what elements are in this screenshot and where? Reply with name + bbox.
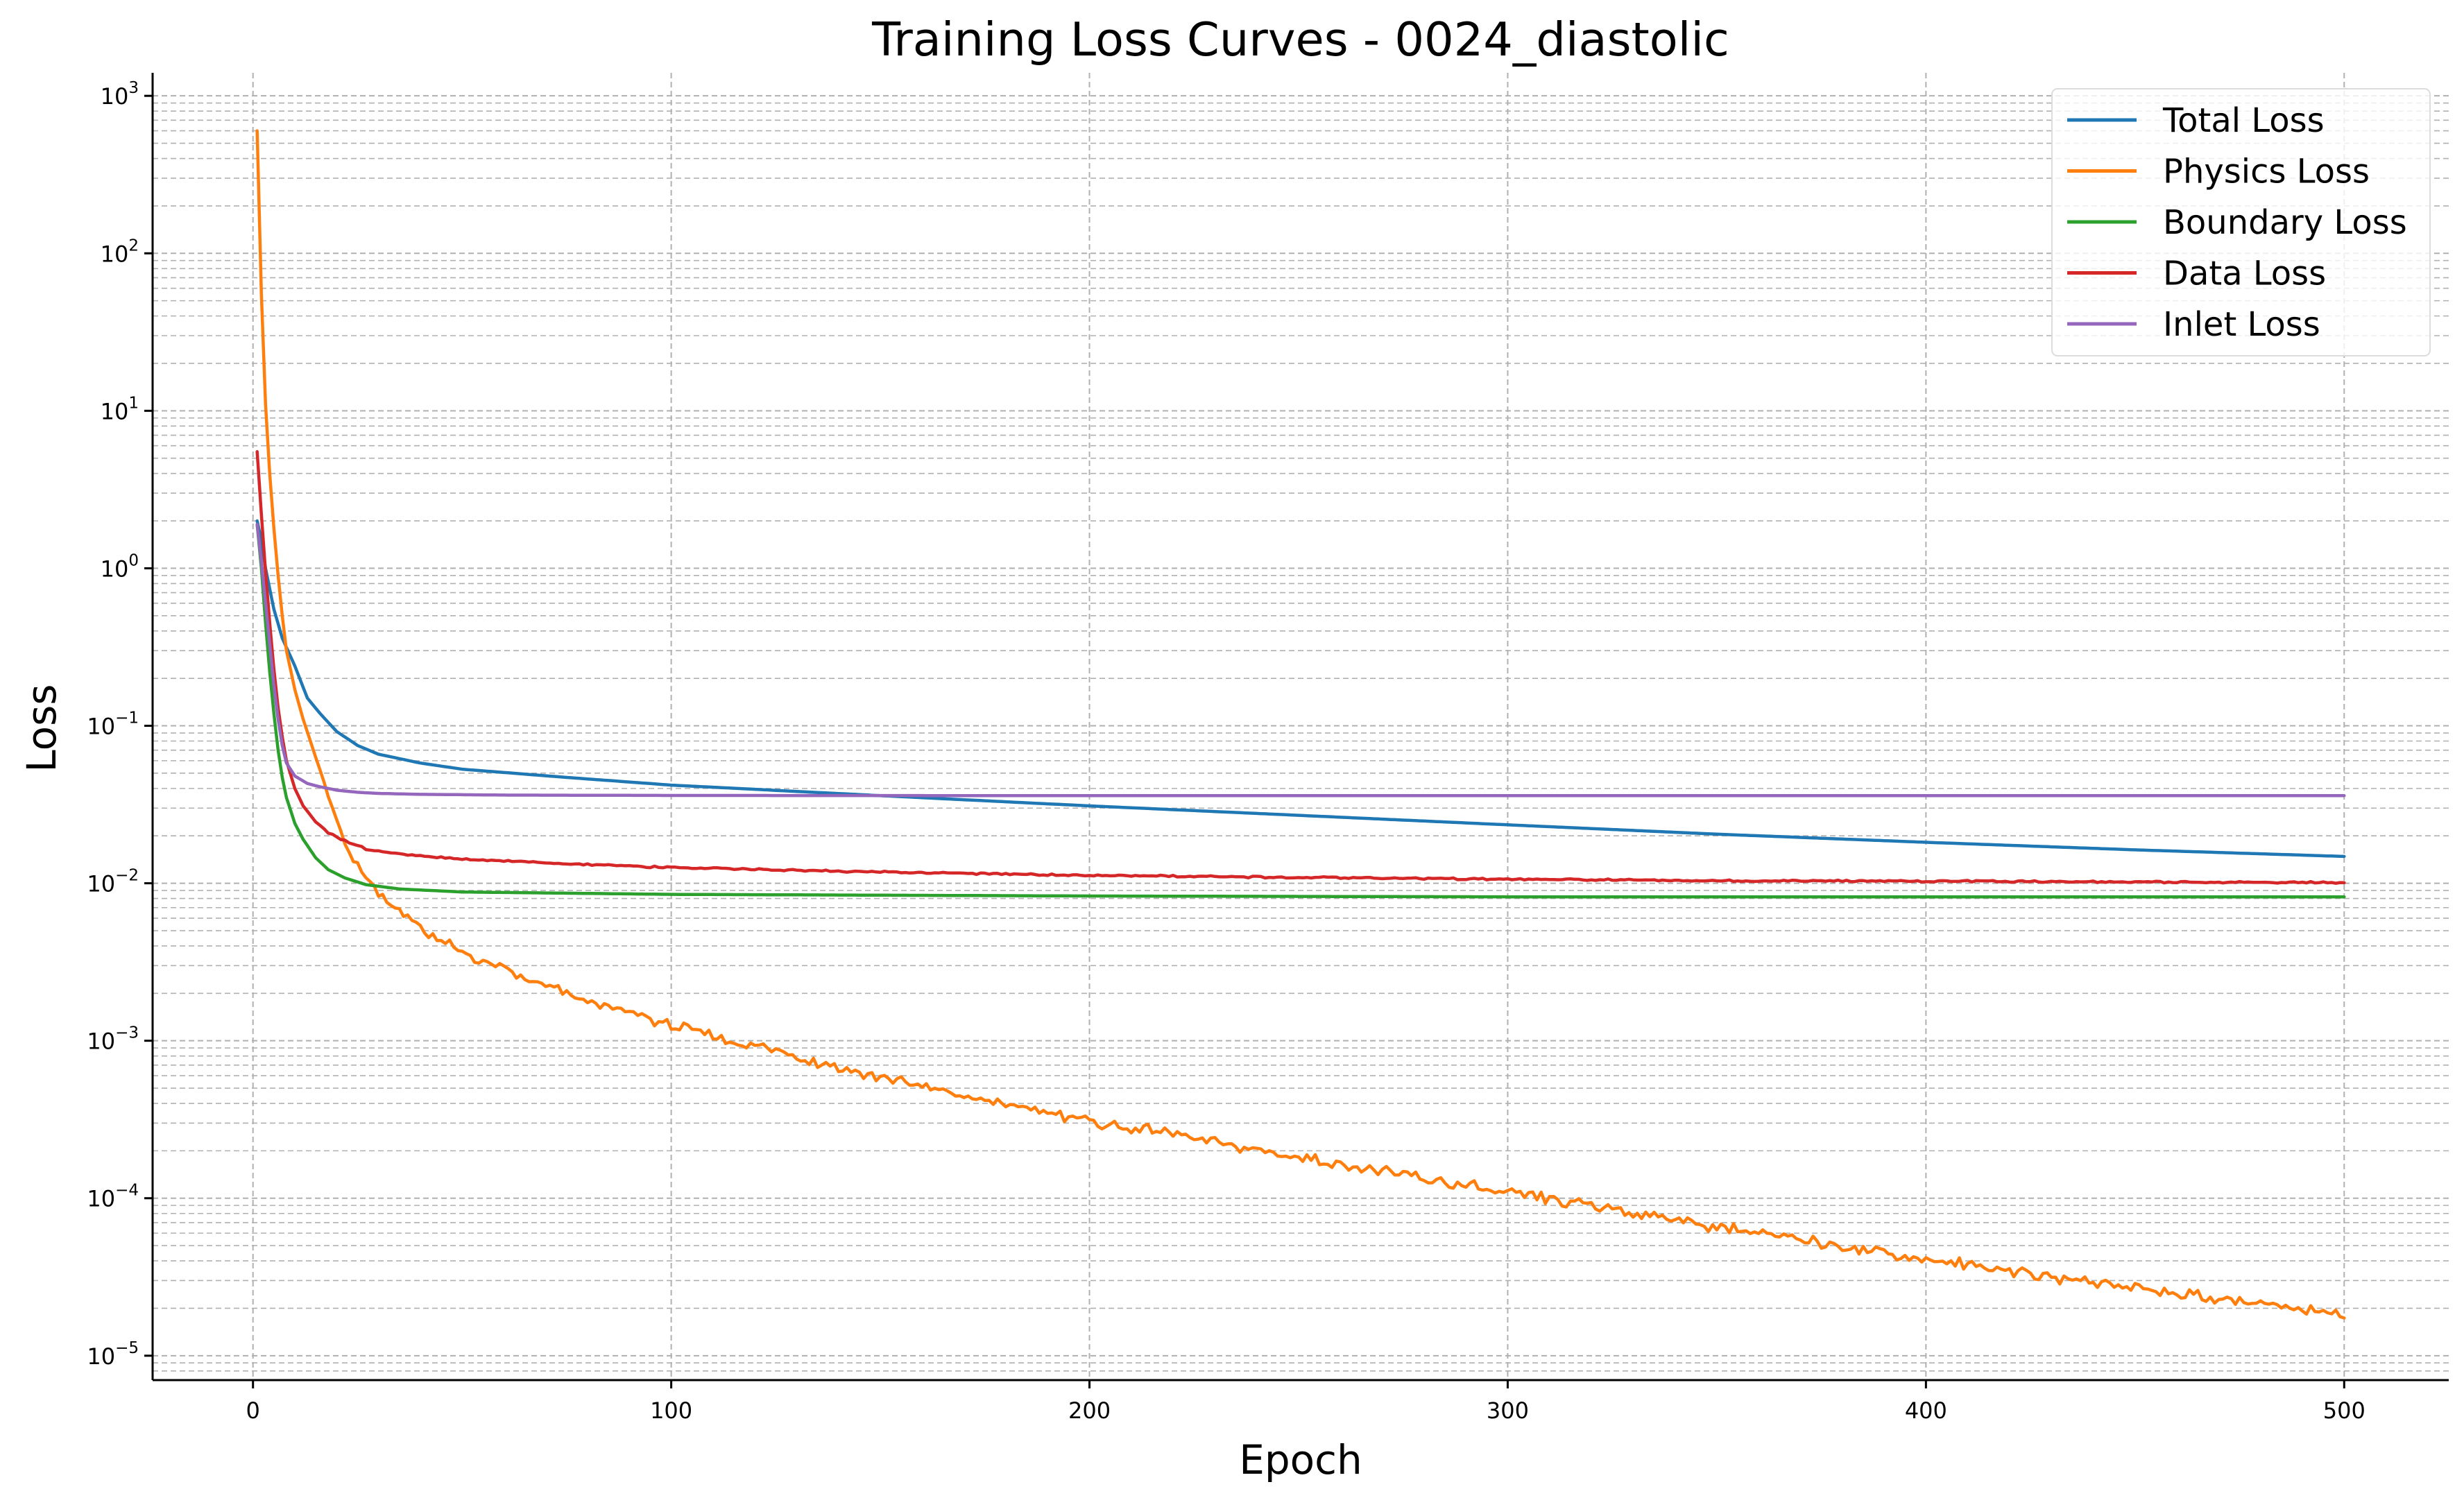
- y-axis-ticks: 10−5 10−4 10−3 10−2 10−1 100 101 102 103: [87, 79, 153, 1370]
- y-tick-label: 10−5: [87, 1339, 139, 1370]
- series-line-total-loss: [255, 519, 2346, 859]
- x-tick-label: 100: [650, 1397, 692, 1424]
- y-tick-label: 101: [101, 394, 139, 424]
- legend-box: [2051, 88, 2431, 356]
- series-lines: [255, 129, 2346, 1320]
- x-axis-label: Epoch: [1239, 1436, 1362, 1483]
- series-line-physics-loss: [255, 129, 2346, 1320]
- x-tick-label: 500: [2323, 1397, 2365, 1424]
- chart-title: Training Loss Curves - 0024_diastolic: [871, 12, 1729, 67]
- x-tick-label: 400: [1905, 1397, 1947, 1424]
- y-tick-label: 100: [101, 551, 139, 582]
- legend-label: Data Loss: [2163, 255, 2326, 293]
- y-tick-label: 10−4: [87, 1182, 139, 1212]
- y-tick-label: 103: [101, 79, 139, 110]
- x-axis-ticks: 0 100 200 300 400 500: [246, 1380, 2365, 1424]
- legend: Total Loss Physics Loss Boundary Loss Data …: [2051, 88, 2431, 356]
- y-tick-label: 10−1: [87, 709, 139, 740]
- legend-label: Total Loss: [2162, 101, 2325, 140]
- series-line-boundary-loss: [255, 522, 2346, 899]
- x-tick-label: 300: [1487, 1397, 1529, 1424]
- legend-label: Inlet Loss: [2163, 305, 2320, 344]
- y-axis-label: Loss: [18, 684, 65, 772]
- series-line-inlet-loss: [255, 522, 2346, 798]
- series-line-data-loss: [255, 450, 2346, 885]
- y-tick-label: 10−2: [87, 867, 139, 897]
- x-tick-label: 200: [1068, 1397, 1111, 1424]
- legend-label: Boundary Loss: [2163, 203, 2407, 242]
- x-tick-label: 0: [246, 1397, 260, 1424]
- y-tick-label: 10−3: [87, 1024, 139, 1055]
- y-tick-label: 102: [101, 236, 139, 267]
- legend-label: Physics Loss: [2163, 153, 2370, 191]
